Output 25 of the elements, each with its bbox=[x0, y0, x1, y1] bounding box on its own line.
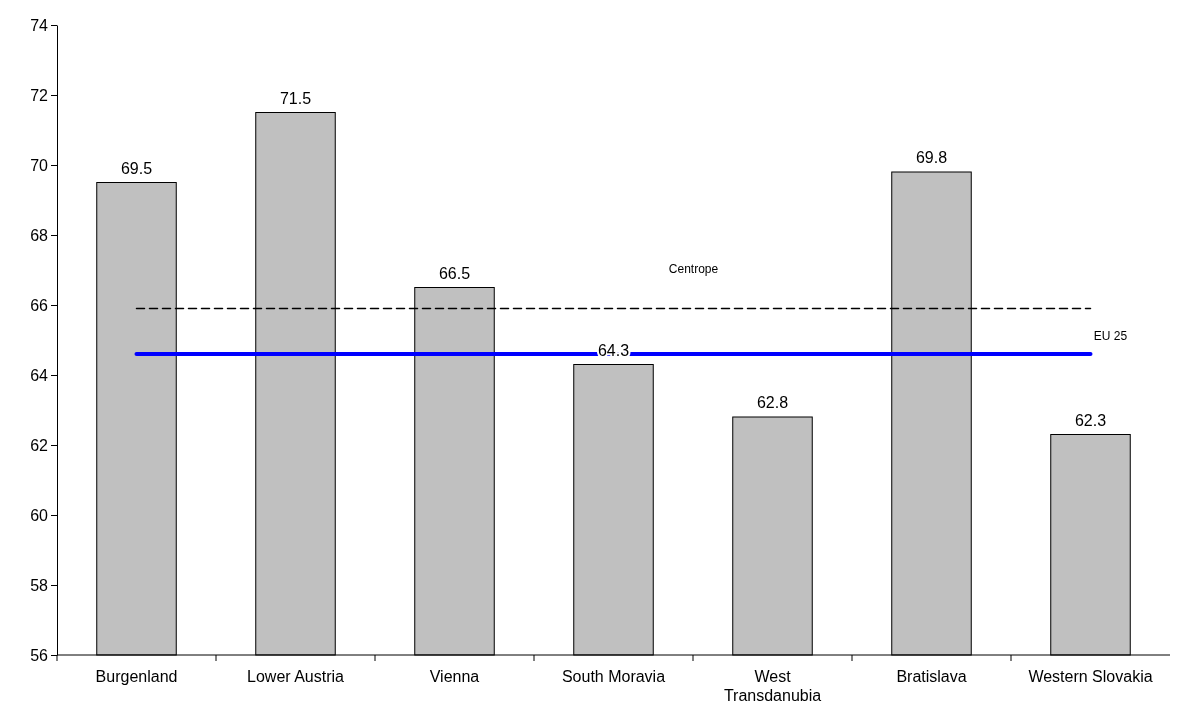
x-tick-label: Vienna bbox=[429, 668, 480, 685]
y-tick-label: 66 bbox=[30, 296, 49, 314]
x-tick-label: Burgenland bbox=[95, 668, 178, 685]
y-tick-label: 74 bbox=[30, 16, 49, 34]
y-tick-label: 58 bbox=[30, 576, 49, 594]
data-label: 71.5 bbox=[279, 89, 312, 107]
ref-line-label: EU 25 bbox=[1093, 329, 1128, 343]
y-tick-label: 62 bbox=[30, 436, 49, 454]
y-tick-label: 56 bbox=[30, 646, 49, 664]
x-tick-label: West Transdanubia bbox=[723, 668, 822, 704]
y-tick-label: 70 bbox=[30, 156, 49, 174]
x-tick-label: Western Slovakia bbox=[1028, 668, 1153, 685]
ref-line-label: Centrope bbox=[668, 261, 719, 276]
x-tick-label: Lower Austria bbox=[247, 668, 345, 685]
data-label: 62.3 bbox=[1074, 411, 1107, 429]
data-label: 62.8 bbox=[756, 394, 789, 411]
x-tick-label: South Moravia bbox=[561, 668, 666, 685]
y-tick-label: 60 bbox=[30, 506, 49, 524]
y-tick-label: 68 bbox=[30, 226, 49, 244]
y-tick-label: 64 bbox=[30, 366, 49, 384]
data-label: 69.8 bbox=[915, 149, 948, 166]
data-label: 66.5 bbox=[438, 264, 471, 282]
x-tick-label: Bratislava bbox=[896, 668, 967, 685]
y-tick-label: 72 bbox=[30, 86, 49, 104]
data-label: 69.5 bbox=[120, 159, 153, 177]
